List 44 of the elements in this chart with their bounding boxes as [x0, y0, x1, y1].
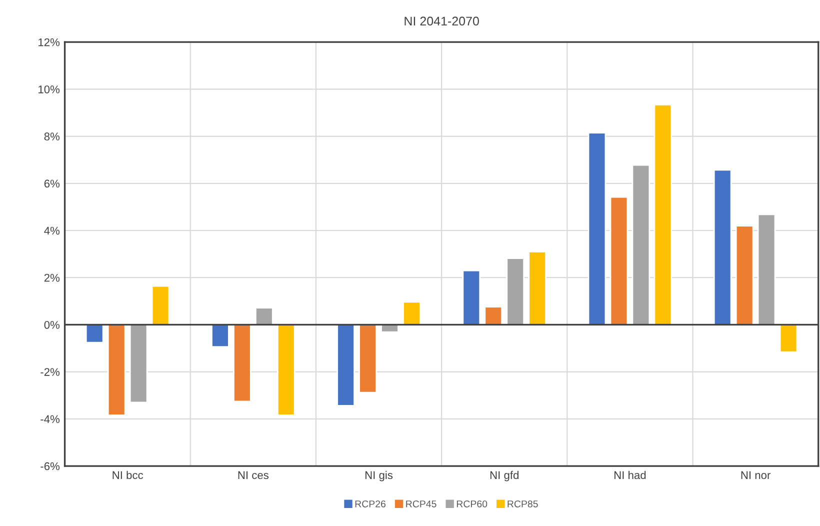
legend-label: RCP26 [355, 500, 386, 508]
bar [211, 324, 230, 348]
x-tick-label: NI gis [365, 470, 393, 482]
bar [757, 214, 776, 326]
bar [484, 306, 503, 326]
bar [85, 324, 104, 344]
bar [528, 251, 547, 326]
bar [462, 270, 481, 326]
x-tick-label: NI had [614, 470, 646, 480]
bar [588, 132, 606, 326]
bar [129, 324, 148, 404]
y-tick-label: 4% [44, 226, 60, 235]
legend-label: RCP85 [508, 500, 538, 508]
bar [735, 225, 754, 326]
bar [151, 285, 170, 326]
chart-title: NI 2041-2070 [404, 16, 479, 26]
bar [654, 104, 672, 326]
bar [506, 258, 525, 326]
y-tick-label: 2% [44, 274, 60, 282]
legend-label: RCP45 [406, 500, 436, 508]
bar [610, 196, 628, 326]
bar [336, 324, 355, 406]
y-tick-label: -6% [40, 462, 60, 470]
bar [107, 324, 126, 416]
x-tick-label: NI nor [741, 471, 771, 480]
bar [254, 307, 274, 326]
y-tick-label: 10% [38, 85, 60, 94]
bar [276, 324, 296, 416]
bar [632, 164, 650, 326]
legend-label: RCP60 [456, 500, 488, 508]
x-tick-label: NI bcc [112, 470, 144, 480]
y-tick-label: -2% [40, 368, 60, 376]
bar [779, 324, 798, 353]
bar [233, 324, 252, 402]
x-tick-label: NI ces [238, 471, 269, 480]
y-tick-label: 6% [44, 180, 60, 188]
y-tick-label: -4% [40, 415, 60, 424]
y-tick-label: 12% [38, 38, 60, 46]
bar [402, 301, 421, 326]
bar [713, 169, 732, 326]
y-tick-label: 8% [44, 132, 60, 140]
y-tick-label: 0% [44, 320, 60, 329]
bar [358, 324, 377, 394]
x-tick-label: NI gfd [490, 470, 518, 482]
